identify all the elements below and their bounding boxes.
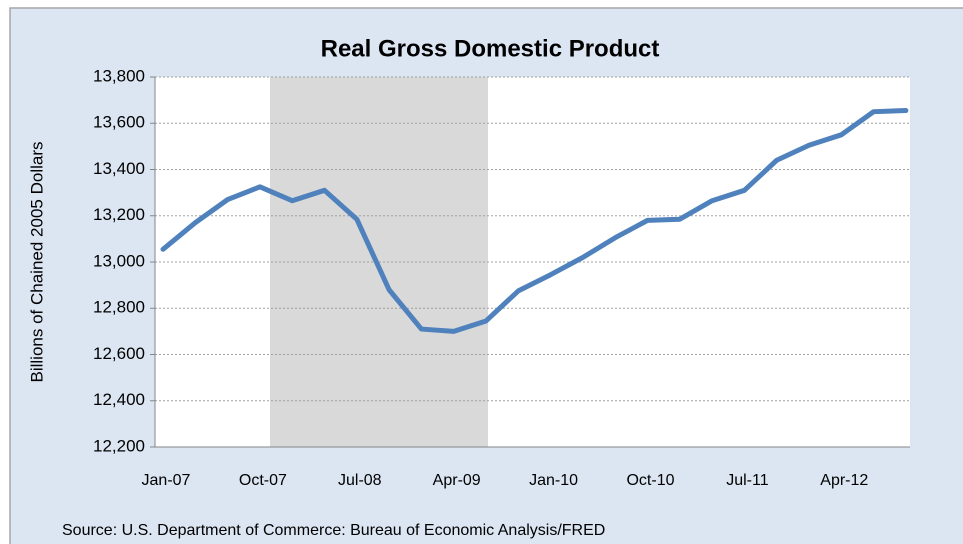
x-tick-label: Jan-10 [529, 472, 578, 489]
y-tick-label: 13,200 [93, 205, 145, 224]
x-tick-label: Jul-11 [726, 472, 768, 489]
source-note: Source: U.S. Department of Commerce: Bur… [62, 522, 605, 539]
x-tick-label: Oct-07 [239, 472, 287, 489]
y-tick-label: 12,800 [93, 298, 145, 317]
x-tick-label: Jan-07 [142, 472, 191, 489]
y-tick-label: 13,800 [93, 66, 145, 85]
chart-title: Real Gross Domestic Product [321, 35, 660, 62]
y-tick-label: 13,600 [93, 113, 145, 132]
x-tick-label: Apr-09 [433, 472, 481, 489]
y-tick-label: 13,000 [93, 251, 145, 270]
x-tick-label: Jul-08 [338, 472, 382, 489]
y-tick-label: 12,400 [93, 390, 145, 409]
x-tick-label: Oct-10 [626, 472, 674, 489]
y-tick-label: 13,400 [93, 159, 145, 178]
y-axis-label: Billions of Chained 2005 Dollars [27, 142, 46, 383]
data-line [160, 108, 909, 334]
x-tick-label: Apr-12 [820, 472, 868, 489]
y-tick-label: 12,200 [93, 436, 145, 455]
y-tick-label: 12,600 [93, 344, 145, 363]
